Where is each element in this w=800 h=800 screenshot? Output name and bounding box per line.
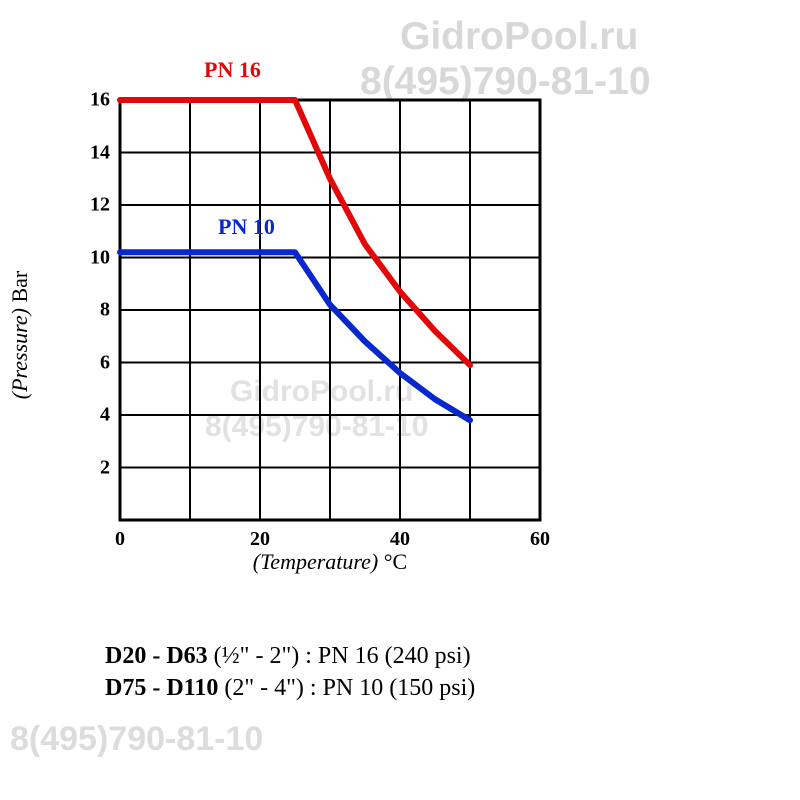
x-tick-label: 0 [115,528,125,551]
y-tick-label: 4 [70,404,110,427]
x-tick-label: 20 [250,528,270,551]
y-tick-label: 2 [70,456,110,479]
series-label: PN 16 [204,57,261,83]
plot-area: PN 16PN 102468101214160204060 [120,100,540,520]
x-tick-label: 40 [390,528,410,551]
y-tick-label: 6 [70,351,110,374]
y-tick-label: 16 [70,89,110,112]
y-axis-label: (Pressure) Bar [7,271,33,400]
y-tick-label: 10 [70,246,110,269]
pressure-temperature-chart: (Pressure) Bar PN 16PN 10246810121416020… [60,100,740,570]
series-label: PN 10 [218,214,275,240]
y-tick-label: 8 [70,299,110,322]
y-tick-label: 14 [70,141,110,164]
watermark-text: 8(495)790-81-10 [10,720,263,759]
note-line-1: D20 - D63 (½" - 2") : PN 16 (240 psi) [105,640,475,672]
x-axis-label: (Temperature) °C [120,549,540,575]
y-tick-label: 12 [70,194,110,217]
watermark-text: GidroPool.ru [400,15,638,59]
pressure-rating-notes: D20 - D63 (½" - 2") : PN 16 (240 psi) D7… [105,640,475,705]
note-line-2: D75 - D110 (2" - 4") : PN 10 (150 psi) [105,672,475,704]
x-tick-label: 60 [530,528,550,551]
watermark-text: 8(495)790-81-10 [360,60,651,104]
